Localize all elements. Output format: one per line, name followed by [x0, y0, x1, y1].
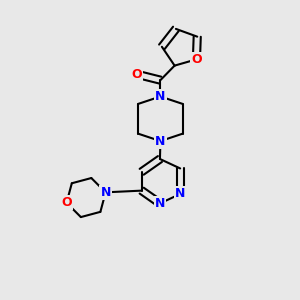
- Text: O: O: [191, 53, 202, 66]
- Text: N: N: [155, 90, 166, 103]
- Text: O: O: [61, 196, 72, 209]
- Text: N: N: [175, 188, 185, 200]
- Text: O: O: [131, 68, 142, 81]
- Text: N: N: [100, 186, 111, 199]
- Text: N: N: [155, 135, 166, 148]
- Text: N: N: [155, 197, 165, 210]
